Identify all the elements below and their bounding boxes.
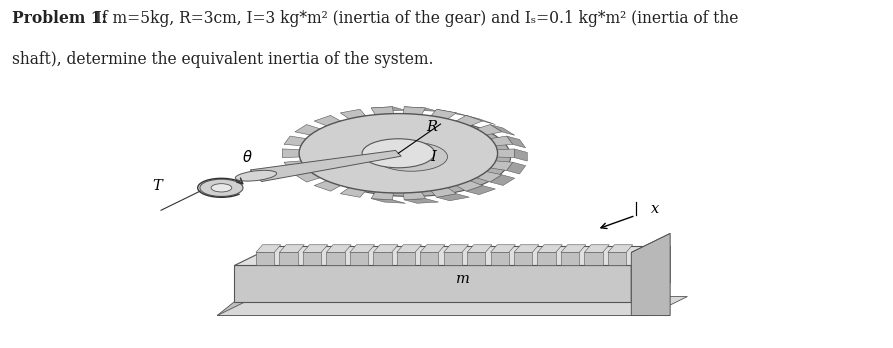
Polygon shape <box>477 172 502 182</box>
Polygon shape <box>477 125 502 135</box>
Polygon shape <box>404 192 426 200</box>
Polygon shape <box>396 245 421 252</box>
Polygon shape <box>326 245 351 252</box>
Polygon shape <box>217 296 688 316</box>
Text: If m=5kg, R=3cm, I=3 kg*m² (inertia of the gear) and Iₛ=0.1 kg*m² (inertia of th: If m=5kg, R=3cm, I=3 kg*m² (inertia of t… <box>91 10 739 27</box>
Polygon shape <box>295 172 321 182</box>
Polygon shape <box>506 136 526 148</box>
Circle shape <box>200 179 243 196</box>
Polygon shape <box>490 161 513 171</box>
Polygon shape <box>280 245 305 252</box>
Polygon shape <box>608 252 626 266</box>
Polygon shape <box>584 245 609 252</box>
Polygon shape <box>217 302 648 316</box>
Ellipse shape <box>312 117 511 196</box>
Polygon shape <box>350 252 368 266</box>
Polygon shape <box>314 116 340 126</box>
Polygon shape <box>631 234 670 316</box>
Polygon shape <box>490 245 515 252</box>
Polygon shape <box>506 162 526 174</box>
Text: R: R <box>426 120 438 134</box>
Polygon shape <box>256 252 274 266</box>
Polygon shape <box>421 252 438 266</box>
Polygon shape <box>371 107 394 115</box>
Polygon shape <box>234 266 631 302</box>
Polygon shape <box>608 245 633 252</box>
Text: T: T <box>152 179 162 193</box>
Polygon shape <box>421 245 445 252</box>
Polygon shape <box>497 149 514 158</box>
Polygon shape <box>282 149 299 158</box>
Polygon shape <box>284 136 306 146</box>
Polygon shape <box>490 136 513 146</box>
Polygon shape <box>326 252 345 266</box>
Polygon shape <box>538 252 555 266</box>
Text: shaft), determine the equivalent inertia of the system.: shaft), determine the equivalent inertia… <box>12 52 433 69</box>
Text: Problem 1:: Problem 1: <box>12 10 107 27</box>
Polygon shape <box>467 245 492 252</box>
Polygon shape <box>303 245 328 252</box>
Ellipse shape <box>235 170 277 181</box>
Polygon shape <box>514 149 527 161</box>
Polygon shape <box>514 252 532 266</box>
Polygon shape <box>561 245 586 252</box>
Polygon shape <box>490 175 514 185</box>
Polygon shape <box>456 116 482 126</box>
Polygon shape <box>295 125 321 135</box>
Polygon shape <box>538 245 563 252</box>
Polygon shape <box>631 246 670 302</box>
Polygon shape <box>490 125 514 135</box>
Ellipse shape <box>375 142 447 171</box>
Polygon shape <box>405 199 438 203</box>
Polygon shape <box>631 234 670 252</box>
Polygon shape <box>561 252 580 266</box>
Polygon shape <box>256 245 280 252</box>
Text: $\theta$: $\theta$ <box>242 149 253 165</box>
Polygon shape <box>284 161 306 171</box>
Polygon shape <box>340 188 365 197</box>
Text: m: m <box>456 272 470 286</box>
Polygon shape <box>467 252 486 266</box>
Polygon shape <box>437 194 470 201</box>
Polygon shape <box>431 188 456 197</box>
Polygon shape <box>490 252 509 266</box>
Polygon shape <box>350 245 375 252</box>
Text: x: x <box>650 202 659 216</box>
Polygon shape <box>314 181 340 191</box>
Polygon shape <box>396 252 415 266</box>
Text: I: I <box>430 150 436 164</box>
Polygon shape <box>371 107 405 111</box>
Polygon shape <box>456 181 482 191</box>
Polygon shape <box>250 150 401 182</box>
Polygon shape <box>340 109 365 119</box>
Polygon shape <box>373 252 391 266</box>
Polygon shape <box>303 252 321 266</box>
Polygon shape <box>234 246 670 266</box>
Polygon shape <box>466 116 496 125</box>
Polygon shape <box>371 192 394 200</box>
Polygon shape <box>514 245 538 252</box>
Polygon shape <box>280 252 297 266</box>
Polygon shape <box>437 109 470 116</box>
Ellipse shape <box>299 113 497 193</box>
Polygon shape <box>371 199 405 203</box>
Polygon shape <box>405 107 438 111</box>
Polygon shape <box>466 185 496 195</box>
Circle shape <box>211 184 232 192</box>
Polygon shape <box>444 245 469 252</box>
Polygon shape <box>404 107 426 115</box>
Polygon shape <box>373 245 398 252</box>
Polygon shape <box>431 109 456 119</box>
Polygon shape <box>444 252 462 266</box>
Ellipse shape <box>362 139 435 168</box>
Polygon shape <box>584 252 603 266</box>
